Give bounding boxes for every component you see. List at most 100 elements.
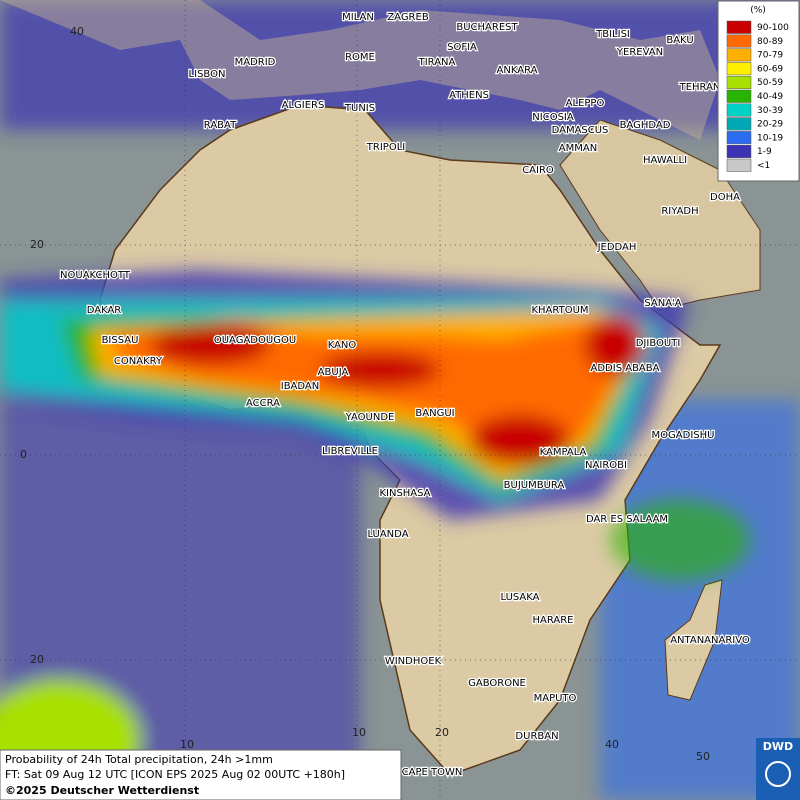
legend-label: 80-89 [757, 37, 783, 47]
city-label: ANTANANARIVO [670, 635, 750, 646]
city-label: LUANDA [367, 529, 408, 540]
legend: (%) 90-100 80-89 70-79 60-69 50-59 40-49 30-39… [717, 0, 800, 182]
city-label: SANA'A [644, 298, 681, 309]
city-label: MOGADISHU [652, 430, 715, 441]
city-label: GABORONE [468, 678, 526, 689]
city-label: KHARTOUM [531, 305, 588, 316]
city-label: DOHA [710, 192, 740, 203]
legend-swatch [726, 103, 752, 117]
city-label: RIYADH [661, 206, 698, 217]
legend-label: 20-29 [757, 120, 783, 130]
legend-entries: 90-100 80-89 70-79 60-69 50-59 40-49 30-39 20-2… [726, 20, 789, 172]
city-label: NICOSIA [532, 112, 574, 123]
europe [0, 0, 720, 140]
city-label: TEHRAN [679, 82, 721, 93]
lat-label: 40 [70, 25, 84, 38]
city-label: ROME [345, 52, 375, 63]
city-label: BAKU [666, 35, 693, 46]
madagascar [664, 579, 723, 701]
legend-swatch [726, 131, 752, 145]
footer-line: Probability of 24h Total precipitation, … [5, 753, 273, 766]
city-label: MILAN [342, 12, 374, 23]
footer: Probability of 24h Total precipitation, … [0, 749, 402, 800]
city-label: LISBON [189, 69, 226, 80]
city-label: ZAGREB [387, 12, 429, 23]
lon-label: 10 [352, 726, 366, 739]
city-label: DAKAR [87, 305, 122, 316]
city-label: BANGUI [415, 408, 454, 419]
city-label: SOFIA [447, 42, 477, 53]
city-label: HARARE [532, 615, 573, 626]
legend-label: 1-9 [757, 147, 772, 157]
city-label: NOUAKCHOTT [60, 270, 131, 281]
city-label: HAWALLI [643, 155, 687, 166]
city-label: DURBAN [515, 731, 558, 742]
city-label: LIBREVILLE [322, 446, 378, 457]
lon-label: 20 [435, 726, 449, 739]
legend-label: 50-59 [757, 78, 783, 88]
city-label: ALGIERS [282, 100, 325, 111]
legend-label: 60-69 [757, 64, 783, 74]
logo: DWD [756, 738, 800, 800]
city-label: TBILISI [595, 29, 630, 40]
legend-swatch [726, 89, 752, 103]
legend-swatch [726, 158, 752, 172]
labels: MILAN ZAGREB BUCHAREST TBILISI BAKU MADRID ROM… [20, 11, 751, 780]
lat-label: 20 [30, 653, 44, 666]
city-label: ACCRA [246, 398, 280, 409]
city-label: BUJUMBURA [504, 480, 565, 491]
lat-label: 20 [30, 238, 44, 251]
city-label: KAMPALA [540, 447, 587, 458]
city-label: KINSHASA [379, 488, 430, 499]
precip-band [0, 270, 750, 580]
city-label: YAOUNDE [345, 412, 395, 423]
city-label: TRIPOLI [366, 142, 405, 153]
city-label: ANKARA [497, 65, 538, 76]
arabia [559, 119, 761, 311]
city-label: ABUJA [318, 367, 349, 378]
city-label: LUSAKA [501, 592, 540, 603]
city-label: IBADAN [281, 381, 320, 392]
city-label: NAIROBI [585, 460, 627, 471]
city-label: KANO [328, 340, 357, 351]
lon-label: 40 [605, 738, 619, 751]
city-label: CAPE TOWN [402, 767, 463, 778]
legend-swatch [726, 75, 752, 89]
city-label: OUAGADOUGOU [214, 335, 296, 346]
city-label: RABAT [204, 120, 237, 131]
city-label: CAIRO [522, 165, 554, 176]
legend-swatch [726, 20, 752, 34]
city-label: WINDHOEK [385, 656, 442, 667]
footer-line: ©2025 Deutscher Wetterdienst [5, 784, 199, 797]
lat-label: 0 [20, 448, 27, 461]
city-label: TIRANA [418, 57, 456, 68]
city-label: DAR ES SALAAM [586, 514, 668, 525]
legend-swatch [726, 144, 752, 158]
city-label: DJIBOUTI [636, 338, 681, 349]
legend-label: 70-79 [757, 51, 783, 61]
legend-label: 90-100 [757, 23, 789, 33]
legend-title: (%) [750, 6, 766, 16]
lon-label: 10 [180, 738, 194, 751]
city-label: DAMASCUS [552, 125, 609, 136]
city-label: TUNIS [344, 103, 375, 114]
legend-swatch [726, 117, 752, 131]
footer-line: FT: Sat 09 Aug 12 UTC [ICON EPS 2025 Aug… [5, 768, 345, 781]
city-label: BUCHAREST [456, 22, 518, 33]
logo-text: DWD [763, 740, 793, 753]
city-label: MADRID [235, 57, 276, 68]
city-label: AMMAN [559, 143, 597, 154]
city-label: ALEPPO [566, 98, 605, 109]
legend-label: 40-49 [757, 92, 783, 102]
city-label: BISSAU [102, 335, 139, 346]
legend-label: 10-19 [757, 133, 783, 143]
city-label: YEREVAN [616, 47, 663, 58]
city-label: BAGHDAD [620, 120, 671, 131]
legend-swatch [726, 34, 752, 48]
legend-swatch [726, 48, 752, 62]
city-label: JEDDAH [597, 242, 637, 253]
legend-label: 30-39 [757, 106, 783, 116]
city-label: ATHENS [449, 90, 489, 101]
